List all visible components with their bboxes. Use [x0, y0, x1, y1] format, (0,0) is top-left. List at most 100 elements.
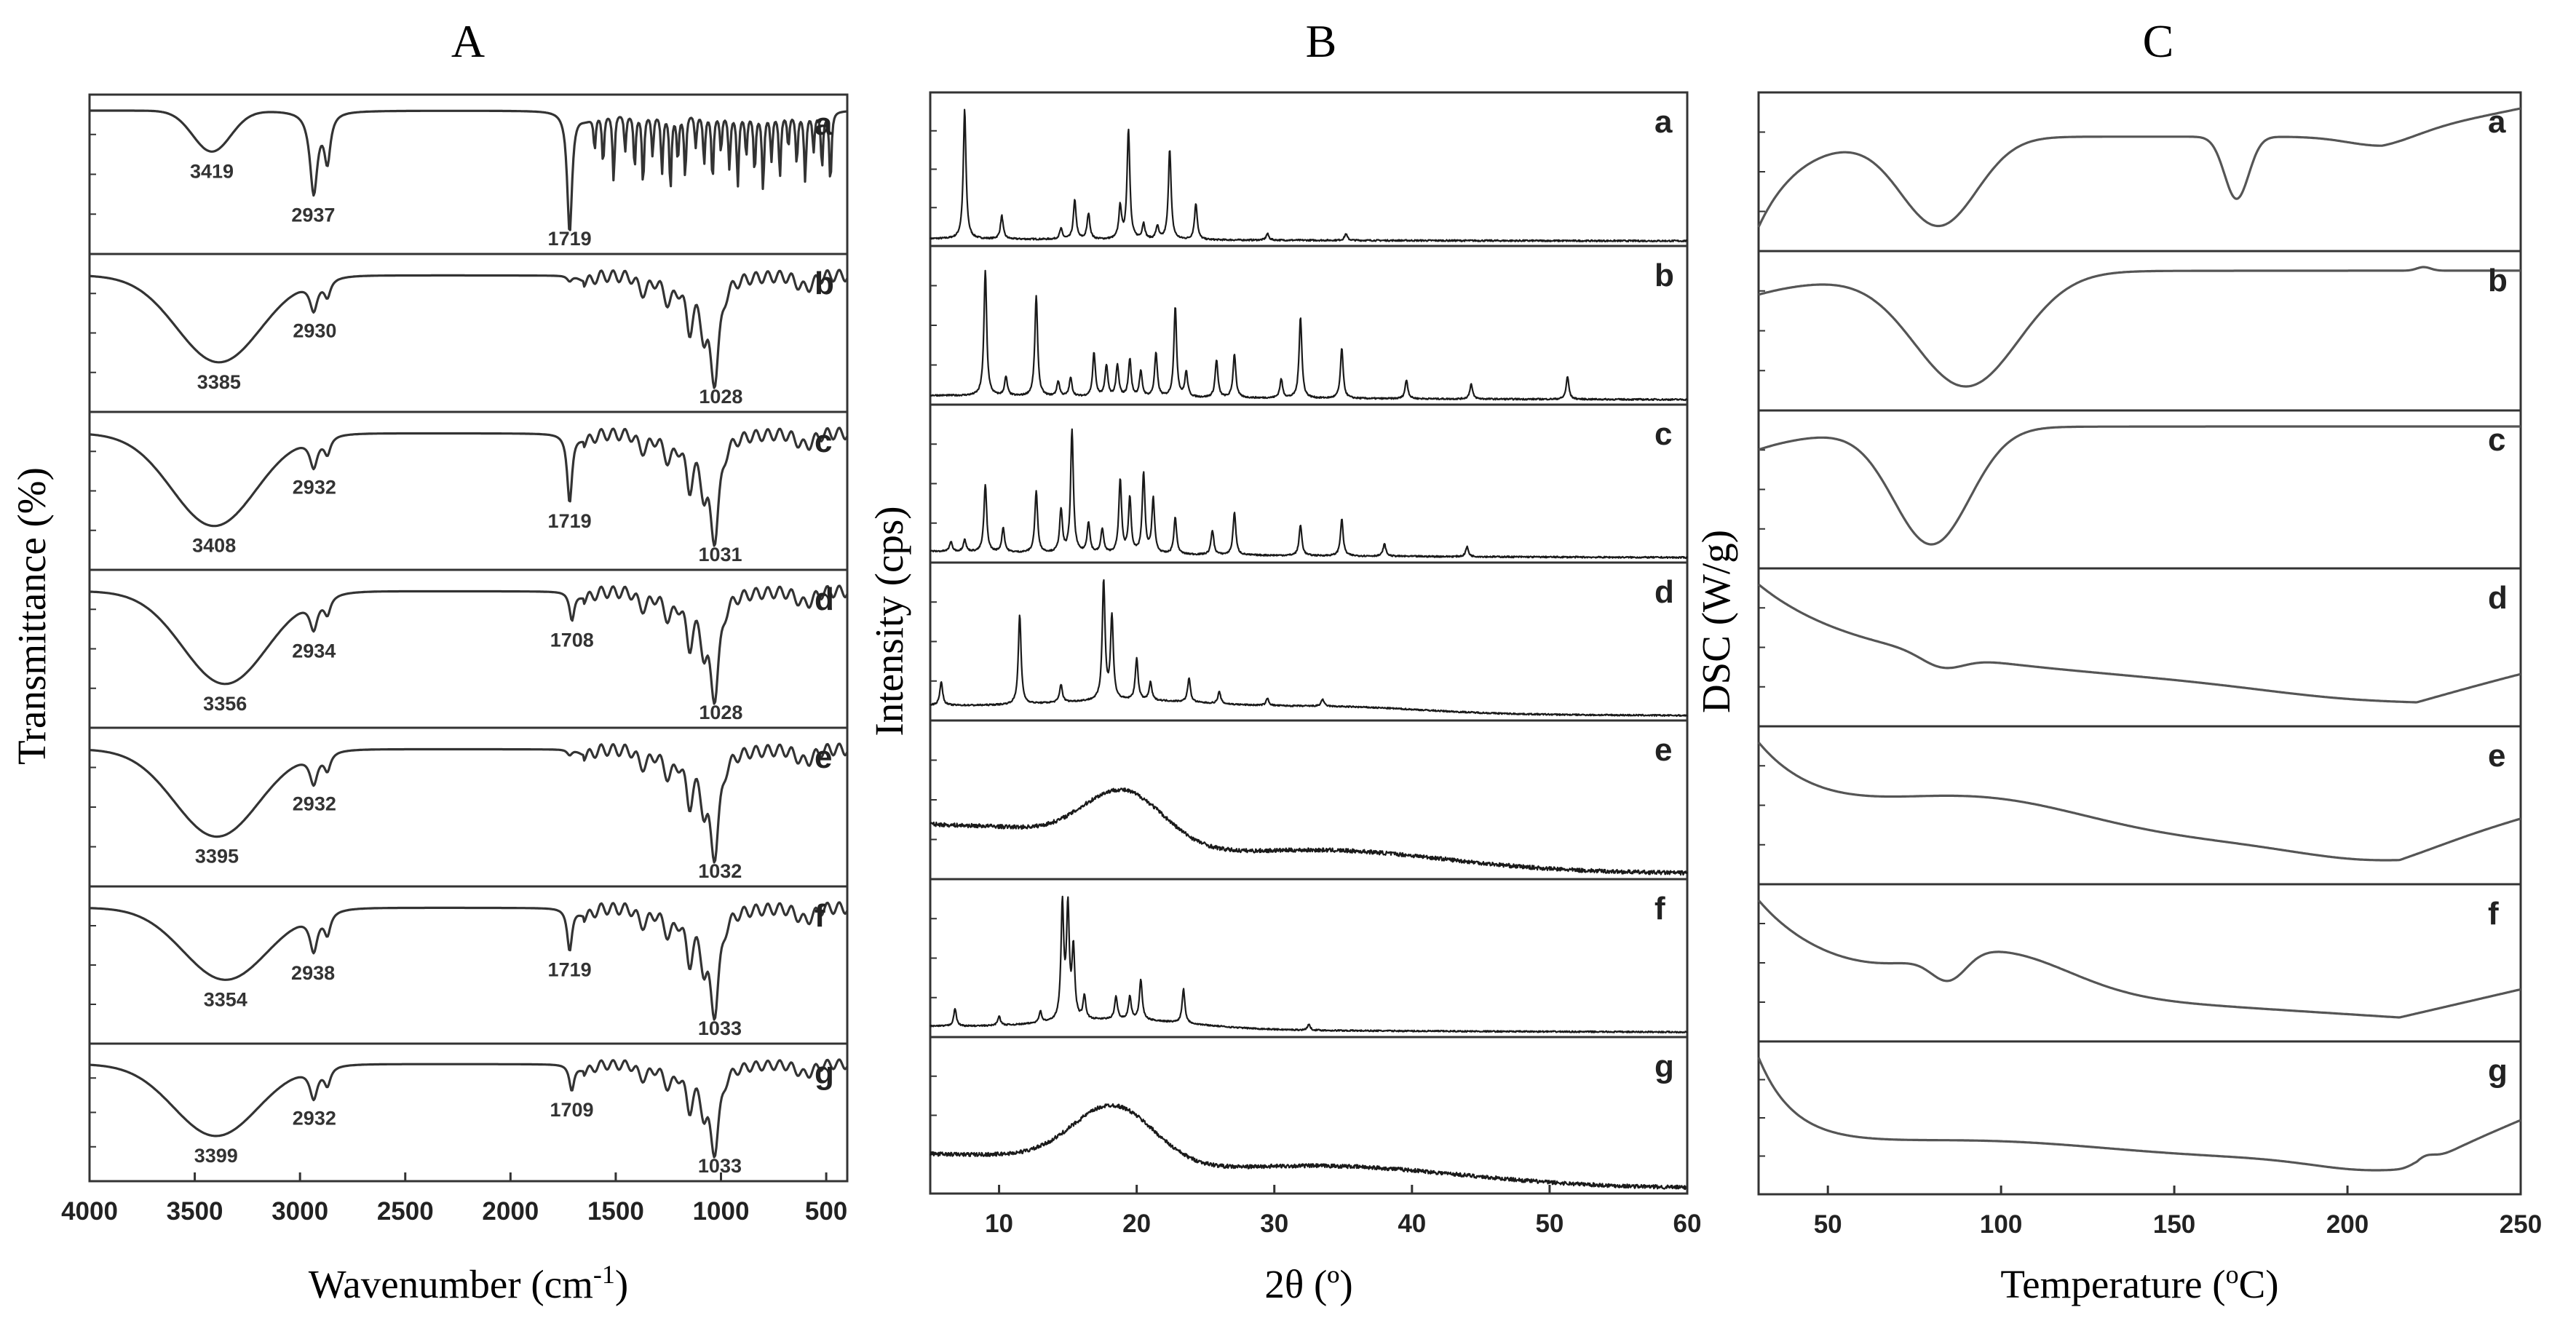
- curve-c-g: [1757, 1057, 2521, 1172]
- series-c-f: f: [1757, 883, 2522, 1043]
- panel-title-c: C: [2143, 15, 2174, 67]
- series-label: b: [1654, 258, 1674, 293]
- series-label: f: [1654, 891, 1665, 926]
- series-c-b: b: [1757, 250, 2522, 412]
- curve-b-b: [930, 269, 1688, 402]
- curve-c-b: [1758, 266, 2521, 388]
- subplot-frame: [1757, 250, 2522, 412]
- peak-annotation: 1708: [550, 630, 594, 651]
- y-axis-title-b: Intensity (cps): [867, 506, 911, 736]
- series-b-g: g: [929, 1036, 1689, 1195]
- curve-b-g: [930, 1103, 1688, 1191]
- x-tick-label: 1500: [587, 1197, 644, 1226]
- series-b-d: d: [929, 561, 1689, 722]
- x-axis-c: 50 100 150 200 250: [1814, 1186, 2542, 1239]
- series-label: a: [1654, 104, 1673, 140]
- series-label: c: [815, 424, 832, 459]
- x-axis-b: 10 20 30 40 50 60: [985, 1185, 1701, 1238]
- series-label: b: [2488, 263, 2508, 298]
- subplot-frame: [929, 719, 1689, 881]
- series-label: e: [1654, 732, 1672, 768]
- series-c-e: e: [1757, 725, 2522, 886]
- peak-annotation: 2932: [293, 1108, 336, 1130]
- series-c-d: d: [1757, 567, 2522, 728]
- series-b-b: b: [929, 245, 1689, 406]
- series-a-e: e 3395 2932 1032: [88, 726, 849, 888]
- curve-a-f: [89, 901, 849, 1021]
- x-tick-label: 40: [1398, 1210, 1426, 1238]
- peak-annotation: 3395: [195, 846, 239, 868]
- x-tick-label: 1000: [693, 1197, 750, 1226]
- subplot-frame: [929, 878, 1689, 1039]
- curve-a-e: [89, 742, 849, 864]
- y-axis-title-a: Transmittance (%): [9, 467, 54, 765]
- curve-a-d: [89, 584, 849, 705]
- peak-annotation: 2938: [291, 962, 335, 984]
- series-a-b: b 3385 2930 1028: [88, 253, 849, 413]
- series-label: g: [815, 1055, 834, 1091]
- peak-annotation: 2934: [292, 640, 336, 662]
- peak-annotation: 2937: [291, 205, 335, 226]
- series-c-c: c: [1757, 409, 2522, 570]
- series-a-d: d 3356 2934 1708 1028: [88, 568, 849, 729]
- curve-c-c: [1758, 425, 2521, 546]
- series-a-c: c 3408 2932 1719 1031: [88, 410, 849, 571]
- curve-a-c: [89, 426, 849, 547]
- x-tick-label: 2000: [482, 1197, 539, 1226]
- peak-annotation: 1719: [548, 959, 592, 981]
- peak-annotation: 1719: [548, 510, 592, 532]
- series-label: e: [2488, 738, 2505, 774]
- panel-title-b: B: [1306, 15, 1337, 67]
- x-tick-label: 50: [1535, 1210, 1564, 1238]
- peak-annotation: 1033: [698, 1017, 742, 1039]
- peak-annotation: 3385: [197, 371, 241, 393]
- x-tick-label: 20: [1122, 1210, 1151, 1238]
- curve-b-f: [930, 895, 1688, 1034]
- x-tick-label: 150: [2153, 1210, 2195, 1239]
- series-label: d: [815, 581, 834, 617]
- curve-c-d: [1758, 583, 2521, 704]
- subplot-frame: [1757, 1040, 2522, 1196]
- curve-a-a: [89, 109, 848, 231]
- x-tick-label: 4000: [61, 1197, 118, 1226]
- subplot-frame: [929, 91, 1689, 247]
- series-b-f: f: [929, 878, 1689, 1039]
- x-axis-title-a: Wavenumber (cm-1): [309, 1260, 628, 1306]
- subplot-frame: [1757, 409, 2522, 570]
- subplot-frame: [1757, 725, 2522, 886]
- subplot-frame: [929, 245, 1689, 406]
- curve-b-c: [930, 428, 1688, 560]
- series-label: g: [1654, 1049, 1674, 1084]
- x-axis-title-c: Temperature (oC): [2000, 1260, 2278, 1306]
- series-c-g: g: [1757, 1040, 2522, 1196]
- series-b-c: c: [929, 403, 1689, 564]
- peak-annotation: 1719: [548, 228, 592, 250]
- subplot-frame: [1757, 91, 2522, 253]
- series-a-a: a 3419 2937 1719: [88, 93, 849, 255]
- x-tick-label: 250: [2500, 1210, 2542, 1239]
- series-a-f: f 3354 2938 1719 1033: [88, 885, 849, 1045]
- curve-c-f: [1757, 899, 2521, 1019]
- x-tick-label: 50: [1814, 1210, 1842, 1239]
- subplot-frame: [929, 1036, 1689, 1195]
- curve-b-d: [930, 579, 1688, 718]
- series-label: f: [815, 898, 825, 934]
- x-tick-label: 60: [1673, 1210, 1702, 1238]
- series-b-a: a: [929, 91, 1689, 247]
- series-label: a: [815, 106, 833, 142]
- x-tick-label: 10: [985, 1210, 1013, 1238]
- peak-annotation: 1028: [699, 702, 742, 723]
- peak-annotation: 2932: [293, 793, 336, 815]
- peak-annotation: 3356: [203, 693, 247, 715]
- curve-a-b: [89, 269, 849, 389]
- peak-annotation: 1033: [698, 1155, 742, 1177]
- series-label: e: [815, 739, 832, 775]
- x-tick-label: 100: [1980, 1210, 2022, 1239]
- peak-annotation: 1031: [698, 544, 742, 565]
- peak-annotation: 3354: [204, 988, 247, 1010]
- peak-annotation: 1032: [698, 860, 742, 882]
- peak-annotation: 2930: [293, 319, 336, 341]
- series-label: f: [2488, 896, 2499, 932]
- x-axis-a: 4000 3500 3000 2500 2000 1500 1000 500: [61, 1172, 847, 1226]
- series-label: b: [815, 266, 834, 301]
